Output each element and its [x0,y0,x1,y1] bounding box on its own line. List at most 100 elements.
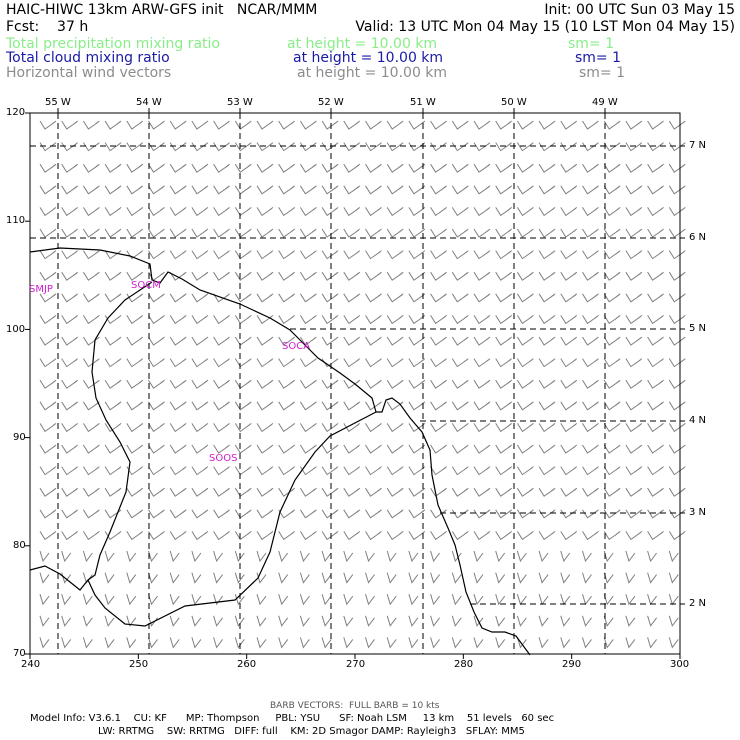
wind-barb [191,250,209,260]
wind-barb [603,379,621,389]
wind-barb [278,401,295,411]
wind-barb [148,401,165,411]
wind-barb [430,444,447,454]
wind-barb [625,336,643,346]
wind-barb [299,120,317,130]
lat-label-7n: 7 N [689,140,707,151]
wind-barb [516,163,534,173]
wind-barb [451,401,469,411]
wind-barb [104,401,122,411]
wind-barb [321,444,339,454]
wind-barb [191,336,209,346]
wind-barb [386,185,404,195]
wind-barb [299,615,310,627]
wind-barb [169,487,187,497]
wind-barb [538,444,556,454]
wind-barb [516,336,534,346]
wind-barb [61,594,72,606]
wind-barb [343,120,361,130]
wind-barb [386,509,404,519]
wind-barb [386,120,404,130]
wind-barb [39,401,57,411]
field-1-name: Total precipitation mixing ratio [6,36,220,52]
wind-barb [386,228,404,238]
x-tick-290: 290 [562,659,582,670]
wind-barb [647,228,664,238]
wind-barb [495,509,512,519]
wind-barb [343,487,361,497]
wind-barb [39,250,57,260]
wind-barb [582,615,592,627]
wind-barb [234,163,252,173]
wind-barb [82,615,93,627]
wind-barb [647,487,664,497]
wind-barb [386,336,404,346]
wind-barb [213,509,230,519]
wind-barb [365,293,382,303]
wind-barb [256,228,274,238]
wind-barb [169,293,187,303]
wind-barb [560,594,571,606]
wind-barb [365,615,375,627]
wind-barb [104,637,115,649]
wind-barb [234,594,245,606]
wind-barb [538,315,556,325]
wind-barb [299,207,317,217]
wind-barb [321,637,332,649]
wind-barb [148,487,165,497]
wind-barb [538,509,556,519]
wind-barb [538,228,556,238]
wind-barb [647,163,664,173]
wind-barb [365,487,382,497]
wind-barb [39,207,57,217]
wind-barb [603,271,621,281]
wind-barb [516,185,534,195]
wind-barb [603,228,621,238]
wind-barb [430,228,447,238]
wind-barb [582,572,592,584]
wind-barb [516,142,534,152]
wind-barb [234,487,252,497]
wind-barb [647,293,664,303]
wind-barb [39,509,57,519]
wind-barb [256,550,267,563]
station-label-smjp: SMJP [29,284,53,295]
wind-barb [213,423,230,433]
coastline-upper [29,247,531,656]
wind-barb [82,293,100,303]
wind-barb [234,228,252,238]
model-info-line2: LW: RRTMG SW: RRTMG DIFF: full KM: 2D Sm… [98,726,525,737]
wind-barb [104,228,122,238]
wind-barb [430,336,447,346]
wind-barb [386,207,404,217]
wind-barb [582,550,592,563]
wind-barb [213,250,230,260]
wind-barb [430,550,440,563]
wind-barb [278,271,295,281]
wind-barb [386,358,404,368]
wind-barb [473,358,491,368]
wind-barb [104,615,115,627]
wind-barb [104,466,122,476]
wind-barb [299,509,317,519]
wind-barb [169,358,187,368]
wind-barb [61,228,78,238]
wind-barb [365,185,382,195]
lat-label-3n: 3 N [689,507,707,518]
wind-barb [560,315,578,325]
wind-barb [61,163,78,173]
wind-barb [560,120,578,130]
wind-barb [104,379,122,389]
wind-barb [647,572,657,584]
wind-barb [321,185,339,195]
wind-barb [408,594,419,606]
wind-barb [603,185,621,195]
wind-barb [234,531,252,541]
wind-barb [603,250,621,260]
wind-barb [386,163,404,173]
wind-barb [213,293,230,303]
wind-barb [451,509,469,519]
wind-barb [516,572,527,584]
wind-barb [516,228,534,238]
field-3-smoothing: sm= 1 [579,65,626,81]
